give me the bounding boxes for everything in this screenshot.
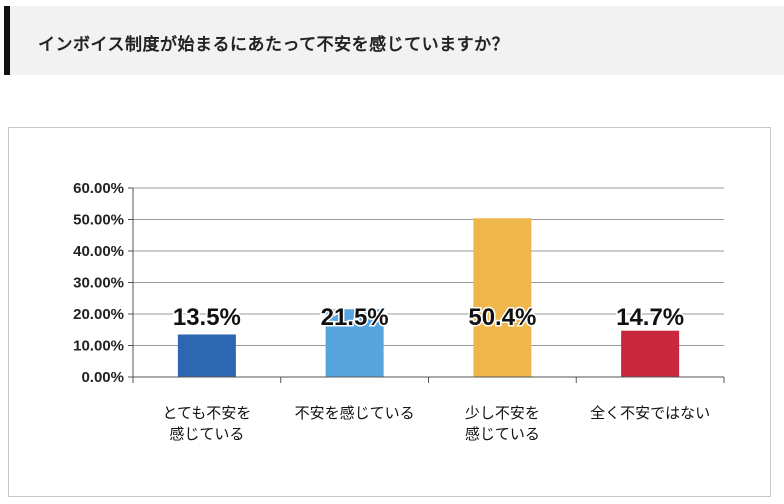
- data-label: 14.7%: [616, 304, 684, 331]
- category-label: 少し不安を: [465, 404, 540, 422]
- bar: [325, 309, 384, 377]
- y-tick-label: 20.00%: [73, 306, 124, 323]
- data-label: 21.5%: [321, 304, 389, 331]
- y-tick-label: 40.00%: [73, 243, 124, 260]
- category-label: とても不安を: [162, 404, 251, 422]
- y-tick-labels: 0.00% 10.00% 20.00% 30.00% 40.00% 50.00% 60.00…: [73, 180, 124, 386]
- category-label: 全く不安ではない: [590, 404, 710, 422]
- bar: [621, 330, 680, 377]
- bar: [473, 218, 532, 377]
- category-label: 感じている: [169, 425, 244, 443]
- data-labels: 13.5% 21.5% 50.4% 14.7%: [171, 303, 685, 333]
- category-label: 不安を感じている: [295, 404, 415, 422]
- y-tick-label: 50.00%: [73, 212, 124, 229]
- data-label: 50.4%: [468, 304, 536, 331]
- y-tick-label: 30.00%: [73, 275, 124, 292]
- bar: [177, 334, 236, 377]
- axes: [128, 187, 725, 383]
- y-tick-label: 60.00%: [73, 180, 124, 197]
- y-tick-label: 0.00%: [81, 369, 124, 386]
- question-title: インボイス制度が始まるにあたって不安を感じていますか？: [38, 35, 510, 55]
- bars: [177, 218, 680, 377]
- category-label: 感じている: [465, 425, 540, 443]
- question-header: インボイス制度が始まるにあたって不安を感じていますか？: [4, 6, 784, 75]
- chart-frame: [8, 127, 771, 497]
- y-tick-label: 10.00%: [73, 338, 124, 355]
- data-label: 13.5%: [173, 304, 241, 331]
